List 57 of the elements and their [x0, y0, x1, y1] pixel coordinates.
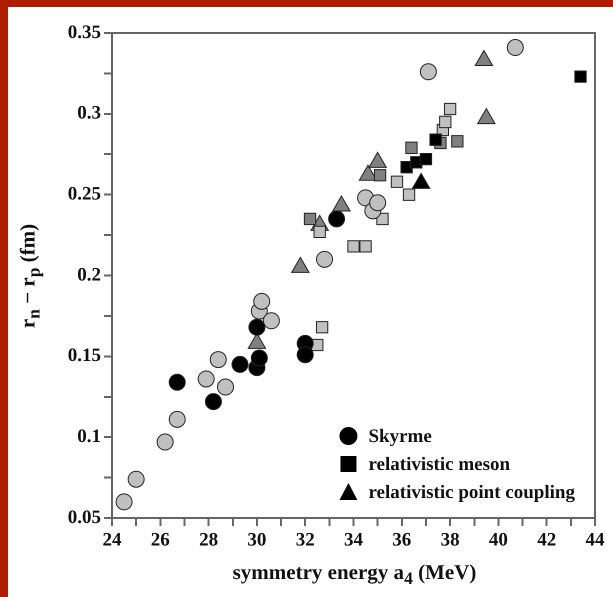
point	[250, 349, 268, 366]
x-tick-label: 28	[199, 529, 218, 550]
point	[156, 434, 174, 451]
point	[304, 212, 316, 226]
x-tick-label: 38	[440, 529, 460, 550]
y-tick-label: 0.2	[77, 264, 101, 286]
y-tick-label: 0.1	[77, 426, 101, 448]
point	[439, 116, 452, 128]
point	[506, 39, 524, 56]
point	[168, 410, 186, 428]
y-tick-label: 0.05	[68, 506, 101, 528]
point	[444, 102, 456, 116]
x-tick-label: 34	[344, 529, 364, 550]
point	[217, 378, 234, 396]
y-tick-label: 0.35	[68, 22, 101, 43]
legend-label: Skyrme	[368, 426, 432, 447]
point	[262, 312, 280, 330]
x-tick-label: 26	[150, 529, 170, 550]
x-tick-label: 36	[392, 529, 412, 550]
point	[204, 393, 222, 410]
point	[369, 194, 386, 212]
x-tick-label: 32	[296, 529, 315, 550]
x-axis-title: symmetry energy a$_{4}$ (MeV)	[232, 560, 478, 590]
point	[116, 493, 133, 510]
point	[316, 250, 334, 268]
point	[314, 226, 326, 238]
point	[359, 240, 372, 253]
legend-label: relativistic meson	[368, 454, 510, 475]
point	[248, 318, 266, 336]
point	[390, 176, 404, 188]
y-tick-label: 0.25	[68, 184, 101, 205]
x-tick-label: 44	[586, 529, 605, 550]
point	[451, 135, 464, 148]
point	[198, 370, 215, 388]
point	[253, 292, 270, 310]
legend-label: relativistic point coupling	[368, 482, 576, 503]
point	[210, 351, 227, 368]
point	[429, 134, 442, 146]
point	[316, 321, 328, 334]
x-tick-label: 42	[537, 529, 556, 550]
point	[420, 152, 432, 166]
point	[296, 346, 314, 364]
point	[128, 470, 145, 488]
point	[374, 169, 386, 182]
point	[168, 374, 186, 391]
y-tick-label: 0.15	[68, 345, 101, 366]
x-tick-label: 30	[247, 529, 266, 550]
point	[402, 188, 416, 201]
point	[328, 210, 346, 228]
point	[231, 356, 248, 373]
point	[405, 142, 418, 154]
point	[347, 240, 360, 253]
x-tick-label: 24	[102, 529, 122, 550]
point	[574, 70, 587, 83]
x-tick-label: 40	[488, 529, 508, 550]
y-tick-label: 0.3	[77, 102, 101, 124]
point	[420, 63, 437, 80]
